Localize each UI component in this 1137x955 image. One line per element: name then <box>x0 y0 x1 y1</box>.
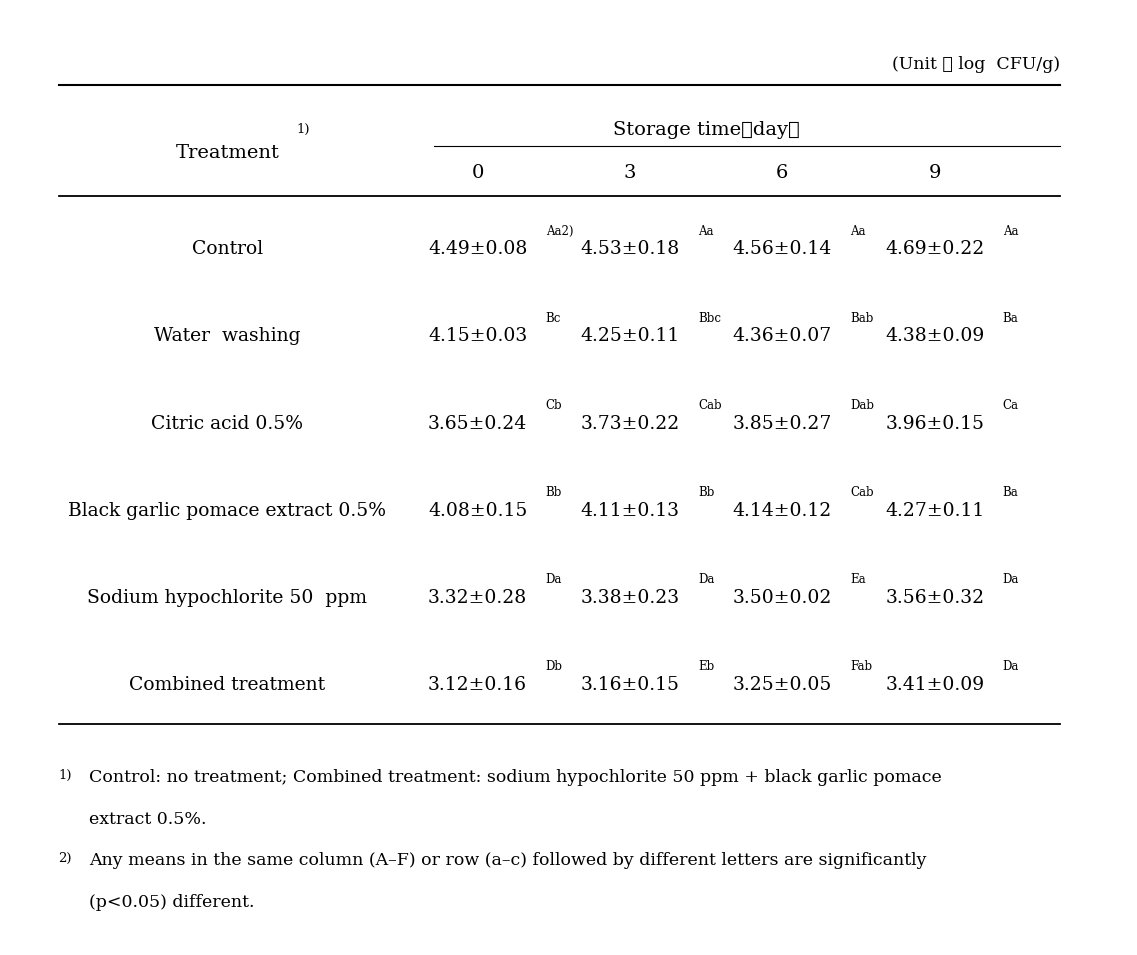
Text: 4.49±0.08: 4.49±0.08 <box>428 241 528 259</box>
Text: 4.53±0.18: 4.53±0.18 <box>580 241 680 259</box>
Text: Db: Db <box>546 661 563 673</box>
Text: Bab: Bab <box>850 312 873 325</box>
Text: Bbc: Bbc <box>698 312 721 325</box>
Text: Black garlic pomace extract 0.5%: Black garlic pomace extract 0.5% <box>68 501 387 520</box>
Text: Aa: Aa <box>1003 225 1019 238</box>
Text: Treatment: Treatment <box>175 144 280 161</box>
Text: 4.56±0.14: 4.56±0.14 <box>732 241 832 259</box>
Text: Cab: Cab <box>850 486 874 499</box>
Text: 6: 6 <box>777 163 789 181</box>
Text: (Unit ： log  CFU/g): (Unit ： log CFU/g) <box>891 56 1060 74</box>
Text: 3: 3 <box>624 163 637 181</box>
Text: 3.41±0.09: 3.41±0.09 <box>885 676 985 694</box>
Text: 3.85±0.27: 3.85±0.27 <box>732 414 832 433</box>
Text: 3.65±0.24: 3.65±0.24 <box>428 414 528 433</box>
Text: Combined treatment: Combined treatment <box>130 676 325 694</box>
Text: Aa2): Aa2) <box>546 225 573 238</box>
Text: 3.73±0.22: 3.73±0.22 <box>580 414 680 433</box>
Text: 3.32±0.28: 3.32±0.28 <box>428 588 528 606</box>
Text: 4.15±0.03: 4.15±0.03 <box>428 328 528 346</box>
Text: 2): 2) <box>59 853 72 865</box>
Text: Da: Da <box>698 573 714 586</box>
Text: Bc: Bc <box>546 312 561 325</box>
Text: 4.27±0.11: 4.27±0.11 <box>885 501 985 520</box>
Text: Da: Da <box>1003 661 1019 673</box>
Text: Storage time（day）: Storage time（day） <box>613 121 799 139</box>
Text: Any means in the same column (A–F) or row (a–c) followed by different letters ar: Any means in the same column (A–F) or ro… <box>89 853 927 869</box>
Text: Control: no treatment; Combined treatment: sodium hypochlorite 50 ppm + black ga: Control: no treatment; Combined treatmen… <box>89 769 941 786</box>
Text: Aa: Aa <box>850 225 866 238</box>
Text: 3.96±0.15: 3.96±0.15 <box>886 414 985 433</box>
Text: 1): 1) <box>59 769 72 782</box>
Text: 9: 9 <box>929 163 941 181</box>
Text: 3.12±0.16: 3.12±0.16 <box>429 676 528 694</box>
Text: Bb: Bb <box>698 486 714 499</box>
Text: Aa: Aa <box>698 225 714 238</box>
Text: 3.25±0.05: 3.25±0.05 <box>732 676 832 694</box>
Text: Eb: Eb <box>698 661 714 673</box>
Text: 4.69±0.22: 4.69±0.22 <box>885 241 985 259</box>
Text: Fab: Fab <box>850 661 872 673</box>
Text: Ea: Ea <box>850 573 866 586</box>
Text: Ba: Ba <box>1003 312 1019 325</box>
Text: 3.50±0.02: 3.50±0.02 <box>732 588 832 606</box>
Text: Water  washing: Water washing <box>153 328 300 346</box>
Text: Ca: Ca <box>1003 399 1019 413</box>
Text: 4.14±0.12: 4.14±0.12 <box>732 501 832 520</box>
Text: Control: Control <box>192 241 263 259</box>
Text: 3.38±0.23: 3.38±0.23 <box>580 588 680 606</box>
Text: Da: Da <box>1003 573 1019 586</box>
Text: 4.11±0.13: 4.11±0.13 <box>581 501 680 520</box>
Text: Cb: Cb <box>546 399 563 413</box>
Text: Dab: Dab <box>850 399 874 413</box>
Text: 1): 1) <box>297 123 310 136</box>
Text: Sodium hypochlorite 50  ppm: Sodium hypochlorite 50 ppm <box>88 588 367 606</box>
Text: Ba: Ba <box>1003 486 1019 499</box>
Text: 4.38±0.09: 4.38±0.09 <box>885 328 985 346</box>
Text: 4.36±0.07: 4.36±0.07 <box>732 328 832 346</box>
Text: (p<0.05) different.: (p<0.05) different. <box>89 894 255 911</box>
Text: Bb: Bb <box>546 486 562 499</box>
Text: 3.16±0.15: 3.16±0.15 <box>581 676 680 694</box>
Text: 3.56±0.32: 3.56±0.32 <box>885 588 985 606</box>
Text: Da: Da <box>546 573 562 586</box>
Text: extract 0.5%.: extract 0.5%. <box>89 811 207 828</box>
Text: 4.25±0.11: 4.25±0.11 <box>580 328 680 346</box>
Text: 0: 0 <box>472 163 483 181</box>
Text: 4.08±0.15: 4.08±0.15 <box>428 501 528 520</box>
Text: Cab: Cab <box>698 399 722 413</box>
Text: Citric acid 0.5%: Citric acid 0.5% <box>151 414 304 433</box>
